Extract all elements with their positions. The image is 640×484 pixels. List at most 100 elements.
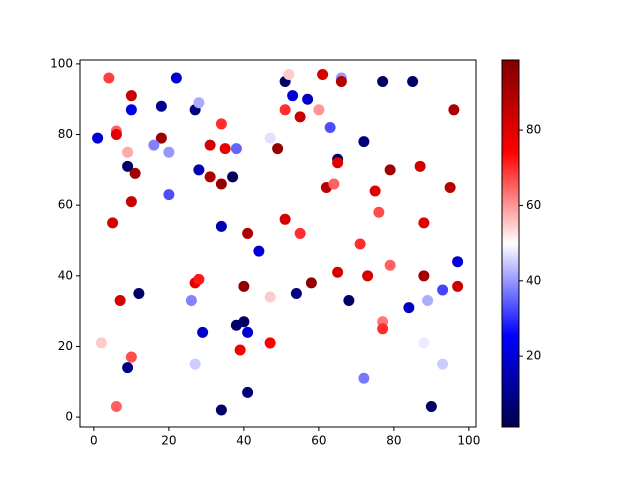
colorbar-tick-label: 60 xyxy=(526,198,541,212)
point xyxy=(227,171,239,183)
point xyxy=(407,76,419,88)
point xyxy=(369,185,381,197)
point xyxy=(238,280,250,292)
point xyxy=(422,295,434,307)
y-tick-label: 40 xyxy=(58,268,73,282)
point xyxy=(437,358,449,370)
point xyxy=(215,178,227,190)
point xyxy=(305,277,317,289)
point xyxy=(358,372,370,384)
point xyxy=(332,157,344,169)
point xyxy=(302,93,314,105)
point xyxy=(354,238,366,250)
point xyxy=(377,76,389,88)
point xyxy=(452,280,464,292)
point xyxy=(204,139,216,151)
point xyxy=(418,270,430,282)
point xyxy=(414,160,426,172)
colorbar-tick-label: 40 xyxy=(526,273,541,287)
point xyxy=(377,323,389,335)
point xyxy=(335,76,347,88)
y-tick-label: 20 xyxy=(58,339,73,353)
y-tick-label: 80 xyxy=(58,127,73,141)
point xyxy=(110,401,122,413)
y-tick-label: 100 xyxy=(50,56,73,70)
point xyxy=(272,143,284,155)
x-tick-label: 40 xyxy=(236,434,251,448)
point xyxy=(343,295,355,307)
point xyxy=(264,132,276,144)
point xyxy=(193,164,205,176)
point xyxy=(242,227,254,239)
point xyxy=(373,206,385,218)
point xyxy=(103,72,115,84)
point xyxy=(287,90,299,102)
point xyxy=(204,171,216,183)
point xyxy=(193,273,205,285)
point xyxy=(95,337,107,349)
point xyxy=(279,104,291,116)
point xyxy=(452,256,464,268)
point xyxy=(437,284,449,296)
point xyxy=(129,167,141,179)
point xyxy=(418,217,430,229)
point xyxy=(328,178,340,190)
point xyxy=(283,68,295,80)
point xyxy=(110,129,122,141)
point xyxy=(384,259,396,271)
point xyxy=(163,146,175,158)
point xyxy=(125,104,137,116)
point xyxy=(189,358,201,370)
point xyxy=(279,213,291,225)
point xyxy=(215,404,227,416)
point xyxy=(324,121,336,133)
x-tick-label: 0 xyxy=(90,434,98,448)
point xyxy=(290,287,302,299)
point xyxy=(219,143,231,155)
point xyxy=(294,111,306,123)
point xyxy=(264,337,276,349)
point xyxy=(242,386,254,398)
point xyxy=(313,104,325,116)
point xyxy=(238,316,250,328)
point xyxy=(155,100,167,112)
point xyxy=(92,132,104,144)
point xyxy=(193,97,205,109)
point xyxy=(418,337,430,349)
colorbar xyxy=(501,59,520,428)
point xyxy=(185,295,197,307)
point xyxy=(125,351,137,363)
point xyxy=(448,104,460,116)
y-tick-label: 0 xyxy=(65,410,73,424)
point xyxy=(122,160,134,172)
point xyxy=(294,227,306,239)
point xyxy=(114,295,126,307)
point xyxy=(197,326,209,338)
point xyxy=(230,143,242,155)
point xyxy=(425,401,437,413)
point xyxy=(332,266,344,278)
colorbar-tick-label: 80 xyxy=(526,123,541,137)
point xyxy=(253,245,265,257)
point xyxy=(125,90,137,102)
point xyxy=(122,362,134,374)
point xyxy=(215,118,227,130)
point xyxy=(163,189,175,201)
point xyxy=(242,326,254,338)
point xyxy=(170,72,182,84)
y-tick-label: 60 xyxy=(58,198,73,212)
point xyxy=(125,196,137,208)
point xyxy=(358,136,370,148)
point xyxy=(215,220,227,232)
point xyxy=(264,291,276,303)
axes-frame xyxy=(79,59,477,428)
point xyxy=(444,182,456,194)
point xyxy=(234,344,246,356)
point xyxy=(403,302,415,314)
point xyxy=(362,270,374,282)
x-tick-label: 100 xyxy=(457,434,480,448)
x-tick-label: 20 xyxy=(161,434,176,448)
point xyxy=(133,287,145,299)
x-tick-label: 80 xyxy=(386,434,401,448)
